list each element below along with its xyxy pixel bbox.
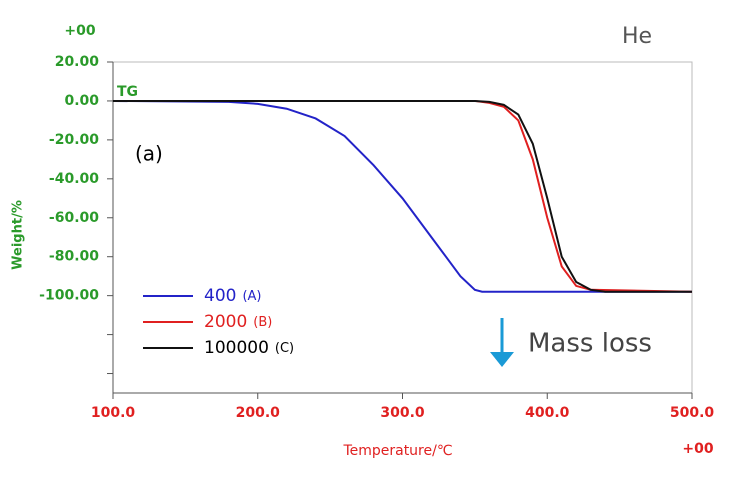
y-tick-label: -100.00	[39, 288, 99, 304]
series-line	[112, 99, 692, 293]
x-exponent: +00	[682, 441, 713, 457]
signal-label: TG	[117, 84, 138, 100]
legend-name: 100000	[204, 338, 269, 358]
legend-tag: (B)	[253, 315, 272, 330]
y-tick-label: 0.00	[64, 93, 99, 109]
y-tick-label: -20.00	[49, 132, 99, 148]
arrow-head	[490, 352, 514, 367]
y-tick-label: 20.00	[55, 54, 100, 70]
x-tick-label: 400.0	[525, 405, 570, 421]
annotation: Mass loss	[528, 329, 652, 359]
series-line	[113, 99, 693, 293]
x-tick-label: 100.0	[91, 405, 136, 421]
y-tick-label: -80.00	[49, 249, 99, 265]
gas-label: He	[622, 24, 652, 49]
y-exponent: +00	[64, 23, 95, 39]
x-tick-label: 200.0	[236, 405, 281, 421]
x-tick-label: 300.0	[380, 405, 425, 421]
x-axis-label: Temperature/℃	[342, 443, 452, 459]
y-tick-label: -40.00	[49, 171, 99, 187]
legend-entry: 400 (A)	[204, 286, 262, 306]
legend-name: 400	[204, 286, 236, 306]
y-tick-label: -60.00	[49, 210, 99, 226]
series-line	[113, 99, 692, 293]
legend-name: 2000	[204, 312, 247, 332]
panel-label: (a)	[135, 142, 163, 166]
legend-tag: (C)	[275, 341, 294, 356]
y-axis-label: Weight/%	[11, 200, 26, 270]
x-tick-label: 500.0	[670, 405, 715, 421]
legend-entry: 100000 (C)	[204, 338, 294, 358]
legend-tag: (A)	[242, 289, 261, 304]
legend-entry: 2000 (B)	[204, 312, 272, 332]
